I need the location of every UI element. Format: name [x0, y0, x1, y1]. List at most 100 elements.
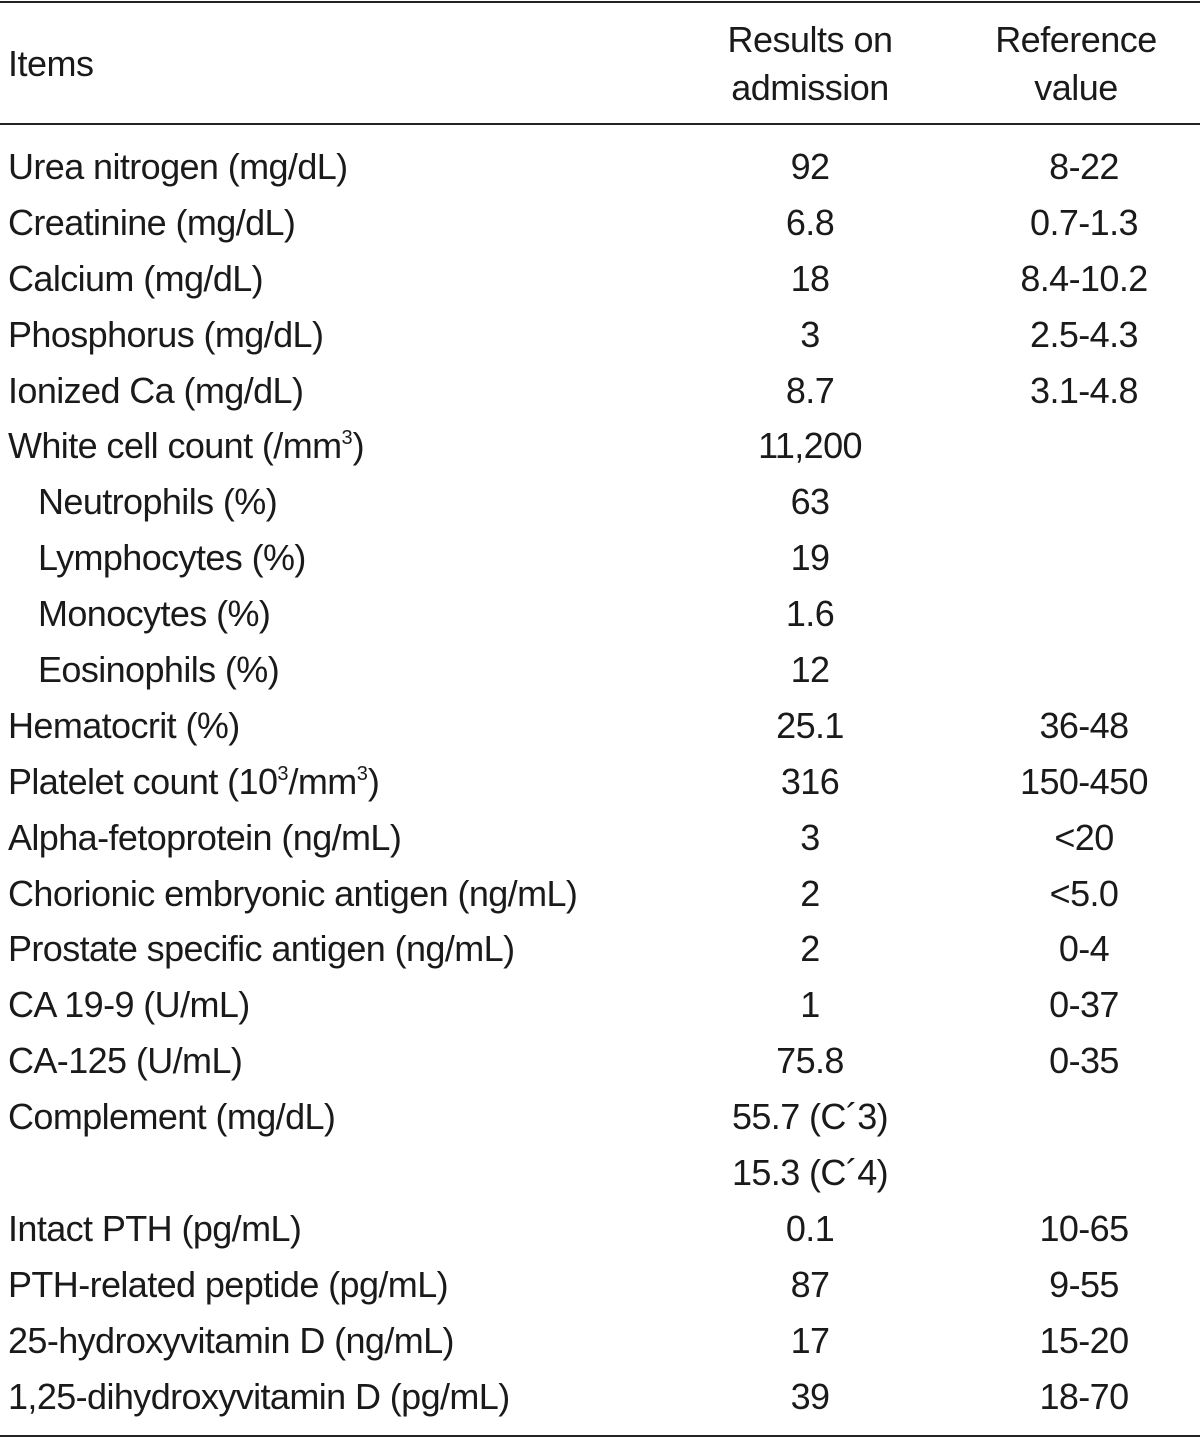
table-row: CA 19-9 (U/mL) 1 0-37	[0, 977, 1200, 1033]
table-row: Creatinine (mg/dL) 6.8 0.7-1.3	[0, 195, 1200, 251]
table-row: Chorionic embryonic antigen (ng/mL) 2 <5…	[0, 866, 1200, 922]
table-row: Phosphorus (mg/dL) 3 2.5-4.3	[0, 307, 1200, 363]
row-reference: 3.1-4.8	[1030, 369, 1138, 411]
row-item: Alpha-fetoprotein (ng/mL)	[8, 816, 402, 858]
table-row: CA-125 (U/mL) 75.8 0-35	[0, 1033, 1200, 1089]
row-item-text: Platelet count (10	[8, 760, 278, 802]
superscript: 3	[341, 427, 353, 450]
row-item-text: )	[352, 425, 365, 467]
row-item: Monocytes (%)	[38, 593, 271, 635]
header-items: Items	[8, 43, 94, 84]
row-result: 25.1	[776, 704, 844, 746]
row-item: Hematocrit (%)	[8, 704, 240, 746]
table-row: Lymphocytes (%) 19	[0, 530, 1200, 586]
row-item: Ionized Ca (mg/dL)	[8, 369, 304, 411]
row-item: White cell count (/mm3)	[8, 418, 365, 474]
row-result: 39	[790, 1375, 830, 1417]
table-row: White cell count (/mm3) 11,200	[0, 418, 1200, 474]
row-item: Neutrophils (%)	[38, 481, 278, 523]
row-result: 1	[800, 984, 820, 1026]
row-item: 25-hydroxyvitamin D (ng/mL)	[8, 1319, 455, 1361]
row-item-text: White cell count (/mm	[8, 425, 342, 467]
row-reference: 0-35	[1049, 1040, 1119, 1082]
header-reference-line2: value	[1034, 67, 1118, 108]
table-row: 15.3 (C´4)	[0, 1145, 1200, 1201]
table-row: Prostate specific antigen (ng/mL) 2 0-4	[0, 921, 1200, 977]
row-item: CA-125 (U/mL)	[8, 1040, 243, 1082]
table-row: PTH-related peptide (pg/mL) 87 9-55	[0, 1257, 1200, 1313]
row-result: 63	[790, 481, 830, 523]
row-reference: 2.5-4.3	[1030, 313, 1138, 355]
row-result: 75.8	[776, 1040, 844, 1082]
table-row: Calcium (mg/dL) 18 8.4-10.2	[0, 251, 1200, 307]
header-results: Results on admission	[700, 16, 920, 112]
row-reference: 0-37	[1049, 984, 1119, 1026]
table-row: Urea nitrogen (mg/dL) 92 8-22	[0, 139, 1200, 195]
table-row: Neutrophils (%) 63	[0, 474, 1200, 530]
row-item: Complement (mg/dL)	[8, 1096, 336, 1138]
row-result: 1.6	[785, 593, 835, 635]
row-result: 316	[780, 760, 840, 802]
header-reference-line1: Reference	[995, 19, 1157, 60]
row-reference: 36-48	[1039, 704, 1129, 746]
row-item: Lymphocytes (%)	[38, 537, 306, 579]
row-result: 3	[800, 313, 820, 355]
row-reference: 8-22	[1049, 146, 1119, 187]
row-item: Intact PTH (pg/mL)	[8, 1207, 302, 1249]
row-item: Urea nitrogen (mg/dL)	[8, 146, 348, 187]
row-result: 3	[800, 816, 820, 858]
superscript: 3	[356, 762, 368, 785]
row-item-text: )	[367, 760, 380, 802]
row-reference: 8.4-10.2	[1020, 257, 1148, 299]
row-result: 17	[790, 1319, 830, 1361]
row-result: 15.3 (C´4)	[731, 1152, 889, 1194]
row-result: 0.1	[785, 1207, 835, 1249]
row-item: Creatinine (mg/dL)	[8, 201, 296, 243]
header-results-line2: admission	[731, 67, 889, 108]
table-row: Monocytes (%) 1.6	[0, 586, 1200, 642]
table-body: Urea nitrogen (mg/dL) 92 8-22 Creatinine…	[0, 139, 1200, 1424]
table-row: Ionized Ca (mg/dL) 8.7 3.1-4.8	[0, 363, 1200, 419]
table-row: Eosinophils (%) 12	[0, 642, 1200, 698]
row-reference: 18-70	[1039, 1375, 1129, 1417]
table-row: Alpha-fetoprotein (ng/mL) 3 <20	[0, 810, 1200, 866]
row-result: 2	[800, 872, 820, 914]
row-reference: 0.7-1.3	[1030, 201, 1138, 243]
table-row: Intact PTH (pg/mL) 0.1 10-65	[0, 1201, 1200, 1257]
row-item: Platelet count (103/mm3)	[8, 754, 380, 810]
row-result: 55.7 (C´3)	[731, 1096, 889, 1138]
row-result: 92	[790, 146, 830, 187]
row-result: 12	[790, 649, 830, 691]
header-divider-rule	[0, 123, 1200, 125]
row-item: Prostate specific antigen (ng/mL)	[8, 928, 515, 970]
table-row: 1,25-dihydroxyvitamin D (pg/mL) 39 18-70	[0, 1369, 1200, 1425]
row-result: 6.8	[785, 201, 835, 243]
row-result: 8.7	[785, 369, 835, 411]
header-results-line1: Results on	[727, 19, 893, 60]
row-reference: 9-55	[1049, 1263, 1119, 1305]
row-result: 11,200	[758, 425, 862, 467]
row-item: Phosphorus (mg/dL)	[8, 313, 324, 355]
row-item: PTH-related peptide (pg/mL)	[8, 1263, 449, 1305]
row-reference: <5.0	[1049, 872, 1119, 914]
table-row: Complement (mg/dL) 55.7 (C´3)	[0, 1089, 1200, 1145]
table-top-rule	[0, 1, 1200, 3]
row-item-text: /mm	[288, 760, 358, 802]
row-item: Chorionic embryonic antigen (ng/mL)	[8, 872, 578, 914]
row-result: 18	[790, 257, 830, 299]
row-item: Eosinophils (%)	[38, 649, 280, 691]
row-result: 19	[790, 537, 830, 579]
row-result: 87	[790, 1263, 830, 1305]
superscript: 3	[277, 762, 289, 785]
table-row: Platelet count (103/mm3) 316 150-450	[0, 754, 1200, 810]
table-row: Hematocrit (%) 25.1 36-48	[0, 698, 1200, 754]
row-item: CA 19-9 (U/mL)	[8, 984, 250, 1026]
header-reference: Reference value	[966, 16, 1186, 112]
row-reference: 0-4	[1058, 928, 1110, 970]
row-reference: 15-20	[1039, 1319, 1129, 1361]
row-reference: <20	[1054, 816, 1114, 858]
row-result: 2	[800, 928, 820, 970]
row-reference: 10-65	[1039, 1207, 1129, 1249]
table-row: 25-hydroxyvitamin D (ng/mL) 17 15-20	[0, 1313, 1200, 1369]
row-item: 1,25-dihydroxyvitamin D (pg/mL)	[8, 1375, 510, 1417]
